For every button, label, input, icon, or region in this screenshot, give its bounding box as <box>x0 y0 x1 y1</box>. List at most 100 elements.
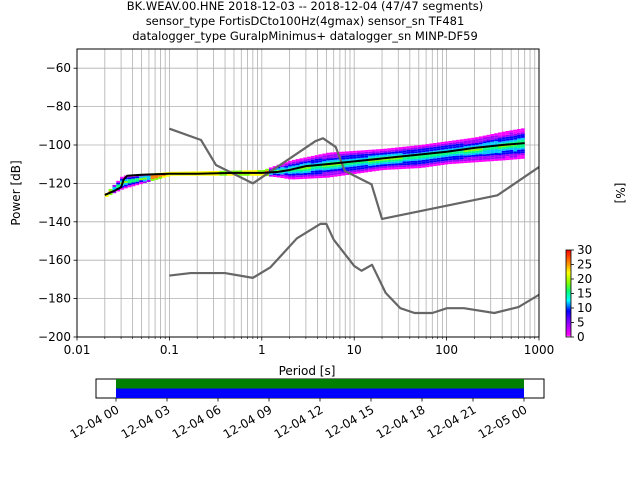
density-cell <box>330 173 334 176</box>
density-cell <box>310 170 315 173</box>
density-cell <box>463 144 468 147</box>
density-cell <box>520 151 525 154</box>
timeline-bar <box>116 379 524 389</box>
density-cell <box>402 163 407 166</box>
y-tick-label: −80 <box>46 100 71 114</box>
density-cell <box>452 144 456 147</box>
density-cell <box>364 163 369 165</box>
density-cell <box>391 161 395 164</box>
density-cell <box>459 147 464 150</box>
density-cell <box>326 173 331 176</box>
density-cell <box>475 150 479 153</box>
density-cell <box>440 143 445 146</box>
density-cell <box>421 150 426 153</box>
density-cell <box>299 167 304 170</box>
density-cell <box>459 153 464 156</box>
density-cell <box>459 143 464 146</box>
density-cell <box>509 132 514 135</box>
density-cell <box>429 143 434 146</box>
density-cell <box>123 182 128 185</box>
density-cell <box>482 143 487 145</box>
y-tick-label: −100 <box>38 138 71 152</box>
density-cell <box>280 168 285 171</box>
density-cell <box>497 136 502 139</box>
density-cell <box>154 174 159 177</box>
density-cell <box>372 167 376 170</box>
psd-density-band <box>104 128 525 197</box>
density-cell <box>368 155 373 158</box>
density-cell <box>436 155 441 158</box>
density-cell <box>467 155 472 158</box>
density-cell <box>425 147 430 150</box>
density-cell <box>478 156 483 159</box>
density-cell <box>517 157 521 160</box>
density-cell <box>368 163 373 166</box>
density-cell <box>471 137 476 140</box>
colorbar-tick-label: 15 <box>577 287 592 301</box>
density-cell <box>196 171 201 174</box>
density-cell <box>490 159 495 162</box>
density-cell <box>467 138 472 141</box>
colorbar-tick-label: 10 <box>577 301 592 315</box>
density-cell <box>517 132 521 135</box>
density-cell <box>520 130 525 133</box>
density-cell <box>341 157 346 160</box>
density-cell <box>440 147 445 150</box>
density-cell <box>333 155 338 158</box>
density-cell <box>341 159 346 162</box>
density-cell <box>349 166 353 169</box>
chart-title-line-1: BK.WEAV.00.HNE 2018-12-03 -- 2018-12-04 … <box>127 0 484 13</box>
density-cell <box>257 173 262 176</box>
density-cell <box>379 166 384 169</box>
density-cell <box>425 146 430 148</box>
density-cell <box>440 163 445 166</box>
y-tick-label: −200 <box>38 330 71 344</box>
density-cell <box>509 134 514 137</box>
density-cell <box>429 155 434 157</box>
density-cell <box>368 161 373 164</box>
density-cell <box>429 156 434 159</box>
density-cell <box>452 154 456 157</box>
density-cell <box>333 159 338 162</box>
density-cell <box>154 176 159 179</box>
density-cell <box>337 168 342 171</box>
density-cell <box>337 163 342 165</box>
density-cell <box>520 156 525 159</box>
density-cell <box>505 154 510 157</box>
density-cell <box>471 160 476 163</box>
density-cell <box>337 151 342 154</box>
density-cell <box>394 161 399 164</box>
density-cell <box>333 154 338 156</box>
density-cell <box>455 143 460 146</box>
density-cell <box>421 158 426 160</box>
density-cell <box>444 143 449 146</box>
density-cell <box>513 151 518 154</box>
density-cell <box>352 168 357 171</box>
density-cell <box>490 139 495 142</box>
density-cell <box>299 173 304 176</box>
density-cell <box>513 157 518 160</box>
density-cell <box>467 149 472 152</box>
density-cell <box>345 153 350 156</box>
density-cell <box>494 158 498 161</box>
density-cell <box>120 176 124 179</box>
density-cell <box>142 177 147 180</box>
density-cell <box>455 147 460 150</box>
density-cell <box>364 164 369 167</box>
density-cell <box>226 174 231 176</box>
density-cell <box>291 173 296 176</box>
density-cell <box>372 169 376 172</box>
density-cell <box>509 151 514 154</box>
density-cell <box>517 153 521 156</box>
timeline-tick-label: 12-04 09 <box>221 402 275 441</box>
density-cell <box>459 157 464 160</box>
density-cell <box>494 139 498 142</box>
density-cell <box>284 171 289 174</box>
density-cell <box>394 153 399 156</box>
density-cell <box>463 161 468 164</box>
density-cell <box>436 146 441 149</box>
density-cell <box>467 143 472 146</box>
density-cell <box>505 130 510 133</box>
density-cell <box>413 151 418 154</box>
density-cell <box>295 163 300 166</box>
